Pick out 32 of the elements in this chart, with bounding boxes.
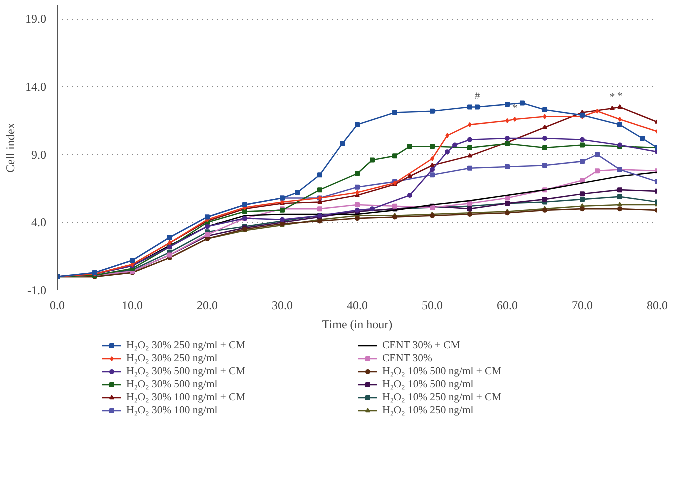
legend-label: H₂O₂ 30% 250 ng/ml + CM xyxy=(126,340,247,352)
legend-label: H₂O₂ 30% 500 ng/ml xyxy=(126,378,219,390)
y-tick-label: 4.0 xyxy=(32,216,46,230)
x-axis-title: Time (in hour) xyxy=(322,318,393,332)
legend-label: H₂O₂ 10% 500 ng/ml xyxy=(382,378,475,390)
legend-label: H₂O₂ 30% 100 ng/ml + CM xyxy=(126,392,247,404)
annotation: * xyxy=(610,92,616,104)
annotation: * xyxy=(512,104,518,114)
x-tick-label: 50.0 xyxy=(422,298,443,312)
legend-label: H₂O₂ 10% 250 ng/ml + CM xyxy=(382,392,503,404)
y-axis-title: Cell index xyxy=(4,123,18,173)
y-tick-label: 19.0 xyxy=(26,12,46,26)
x-tick-label: 30.0 xyxy=(272,298,293,312)
legend-label: H₂O₂ 30% 500 ng/ml + CM xyxy=(126,366,247,378)
annotation: * xyxy=(617,91,623,102)
x-tick-label: 40.0 xyxy=(347,298,368,312)
x-tick-label: 10.0 xyxy=(122,298,143,312)
y-tick-label: 9.0 xyxy=(32,148,46,162)
legend-label: CENT 30% + CM xyxy=(382,340,462,352)
x-tick-label: 70.0 xyxy=(572,298,593,312)
y-tick-label: 14.0 xyxy=(26,80,46,94)
legend-label: H₂O₂ 10% 250 ng/ml xyxy=(382,404,475,416)
annotation: # xyxy=(474,91,481,102)
legend-label: CENT 30% xyxy=(382,352,434,364)
x-tick-label: 80.0 xyxy=(647,298,668,312)
legend-label: H₂O₂ 30% 250 ng/ml xyxy=(126,352,219,364)
x-tick-label: 60.0 xyxy=(497,298,518,312)
legend-label: H₂O₂ 10% 500 ng/ml + CM xyxy=(382,366,503,378)
x-tick-label: 0.0 xyxy=(50,298,65,312)
x-tick-label: 20.0 xyxy=(197,298,218,312)
y-tick-label: -1.0 xyxy=(28,284,47,298)
legend-label: H₂O₂ 30% 100 ng/ml xyxy=(126,404,219,416)
